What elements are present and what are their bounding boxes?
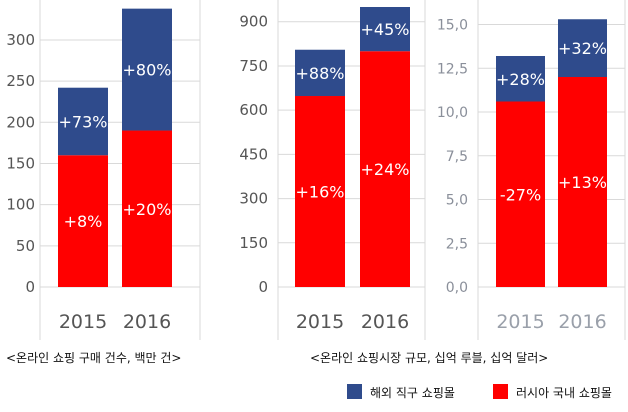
x-tick-label: 2016 <box>558 311 606 333</box>
bar-value-label: +80% <box>123 61 172 80</box>
bar-domestic-2016 <box>558 77 607 287</box>
y-tick-label: 0 <box>25 278 35 296</box>
bar-value-label: +13% <box>558 173 607 192</box>
bar-value-label: +8% <box>64 212 103 231</box>
bar-value-label: +24% <box>361 160 410 179</box>
caption-chart-1: <온라인 쇼핑 구매 건수, 백만 건> <box>6 351 181 365</box>
y-tick-label: 300 <box>239 190 268 208</box>
bar-overseas-2016 <box>360 7 410 52</box>
bar-value-label: +28% <box>496 70 545 89</box>
bar-overseas-2015 <box>496 56 545 102</box>
y-tick-label: 0,0 <box>446 280 468 296</box>
y-tick-label: 15,0 <box>437 18 468 34</box>
y-tick-label: 300 <box>6 31 35 49</box>
legend-swatch-domestic <box>493 384 508 399</box>
y-tick-label: 450 <box>239 145 268 163</box>
y-tick-label: 600 <box>239 101 268 119</box>
bar-value-label: +16% <box>296 183 345 202</box>
bar-overseas-2015 <box>58 87 108 156</box>
y-tick-label: 7,5 <box>446 149 468 165</box>
bar-value-label: +32% <box>558 39 607 58</box>
bar-value-label: +73% <box>59 112 108 131</box>
bar-overseas-2015 <box>295 49 345 97</box>
y-tick-label: 10,0 <box>437 105 468 121</box>
y-tick-label: 2,5 <box>446 236 468 252</box>
y-tick-label: 250 <box>6 72 35 90</box>
bar-domestic-2015 <box>496 101 545 287</box>
y-tick-label: 0 <box>258 278 268 296</box>
legend-label-domestic: 러시아 국내 쇼핑몰 <box>516 386 612 400</box>
bar-domestic-2016 <box>360 51 410 287</box>
chart-panel-2: 0 150 300 450 600 750 900 +16% +88% 2015 +24% +45% 2… <box>239 0 426 340</box>
y-tick-label: 900 <box>239 13 268 31</box>
y-tick-label: 150 <box>239 234 268 252</box>
bar-domestic-2016 <box>122 130 172 287</box>
bar-value-label: +45% <box>361 20 410 39</box>
x-tick-label: 2015 <box>496 311 544 333</box>
bar-domestic-2015 <box>58 155 108 287</box>
y-tick-label: 750 <box>239 57 268 75</box>
caption-chart-2: <온라인 쇼핑시장 규모, 십억 루블, 십억 달러> <box>310 351 548 365</box>
y-tick-label: 5,0 <box>446 193 468 209</box>
chart-panel-1: 0 50 100 150 200 250 300 +8% +73% 2015 +20% +80% 201… <box>6 0 201 340</box>
legend-label-overseas: 해외 직구 쇼핑몰 <box>370 386 455 400</box>
y-tick-label: 200 <box>6 113 35 131</box>
legend: 해외 직구 쇼핑몰 러시아 국내 쇼핑몰 <box>347 384 612 400</box>
x-tick-label: 2015 <box>59 311 107 333</box>
x-tick-label: 2016 <box>123 311 171 333</box>
y-tick-label: 12,5 <box>437 61 468 77</box>
legend-swatch-overseas <box>347 384 362 399</box>
y-tick-label: 100 <box>6 196 35 214</box>
bar-domestic-2015 <box>295 96 345 287</box>
bar-value-label: -27% <box>500 185 541 204</box>
bar-value-label: +88% <box>296 64 345 83</box>
y-tick-label: 50 <box>16 237 35 255</box>
bar-overseas-2016 <box>558 19 607 77</box>
y-tick-label: 150 <box>6 154 35 172</box>
x-tick-label: 2015 <box>296 311 344 333</box>
chart-panel-3: 0,0 2,5 5,0 7,5 10,0 12,5 15,0 -27% +28% 2015 +13%… <box>437 0 626 340</box>
bar-overseas-2016 <box>122 8 172 131</box>
x-tick-label: 2016 <box>361 311 409 333</box>
bar-value-label: +20% <box>123 200 172 219</box>
